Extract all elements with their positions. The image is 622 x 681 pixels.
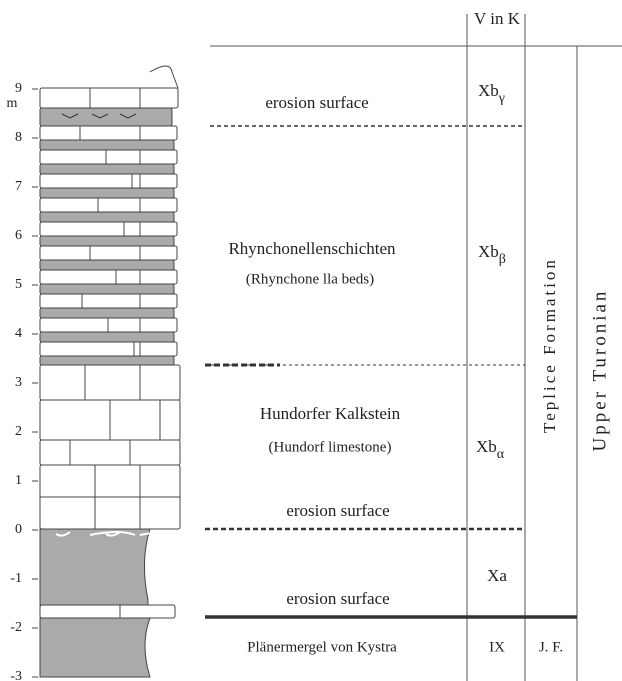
stage-label: Upper Turonian [589,289,610,452]
marl-bed [40,356,174,365]
marl-bed [40,212,174,222]
zone-label: Xbα [476,437,505,462]
column-label: V in K [474,9,521,28]
depth-unit: m [7,96,18,111]
depth-tick-label: 5 [15,277,22,292]
limestone-bed [40,440,180,465]
marl-bed [40,236,174,246]
limestone-bed [40,88,178,108]
depth-tick-label: 8 [15,130,22,145]
formation-label: Teplice Formation [540,257,559,433]
frame [210,14,622,681]
depth-tick-label: 0 [15,522,22,537]
limestone-bed [40,605,175,618]
top-outline [150,66,178,88]
marl-bed [40,260,174,270]
unit-label: erosion surface [286,589,389,608]
marl-bed [40,188,174,198]
zone-label: Xbβ [478,242,506,267]
unit-label: Hundorfer Kalkstein [260,404,401,423]
depth-tick-label: -1 [10,571,22,586]
marl-bed [40,332,174,342]
marl-bed [40,164,174,174]
zone-label: Xa [487,566,507,585]
zone-label: Xbγ [478,81,505,106]
depth-tick-label: -3 [10,669,22,681]
depth-tick-label: 4 [15,326,22,341]
marl-bed [40,284,174,294]
marl-body [40,529,150,677]
limestone-bed [40,294,177,308]
zone-main: Xb [478,242,499,261]
depth-tick-label: 2 [15,424,22,439]
limestone-bed [40,222,177,236]
boundaries [205,126,577,617]
unit-translation: (Hundorf limestone) [269,439,392,455]
depth-tick-label: 6 [15,228,22,243]
depth-tick-label: 1 [15,473,22,488]
lithologic-column [40,66,185,677]
limestone-bed [40,342,177,356]
unit-label: Rhynchonellenschichten [228,239,396,258]
unit-label: erosion surface [286,501,389,520]
limestone-bed [40,150,177,164]
zone-main: Xb [476,437,497,456]
marl-bed [40,108,172,126]
stratigraphic-figure: V in K erosion surface Rhynchonellenschi… [0,0,622,681]
limestone-bed [40,246,177,260]
zone-main: Xb [478,81,499,100]
formation-below: J. F. [539,639,563,655]
zone-sub: α [497,447,505,462]
depth-tick-label: 3 [15,375,22,390]
unit-translation: (Rhynchone lla beds) [246,271,374,287]
unit-label: Plänermergel von Kystra [247,639,397,655]
limestone-bed [40,126,177,140]
limestone-bed [40,174,177,188]
zone-sub: β [499,252,506,267]
limestone-bed [40,365,180,400]
depth-tick-label: 9 [15,81,22,96]
zone-sub: γ [498,91,505,106]
depth-axis: 9 8 7 6 5 4 3 2 1 0 -1 -2 -3 m [7,81,38,681]
depth-tick-label: 7 [15,179,22,194]
marl-bed [40,308,174,318]
limestone-bed [40,198,177,212]
unit-label: erosion surface [265,93,368,112]
depth-tick-label: -2 [10,620,22,635]
limestone-bed [40,270,177,284]
marl-bed [40,140,174,150]
zone-label: IX [489,639,505,655]
